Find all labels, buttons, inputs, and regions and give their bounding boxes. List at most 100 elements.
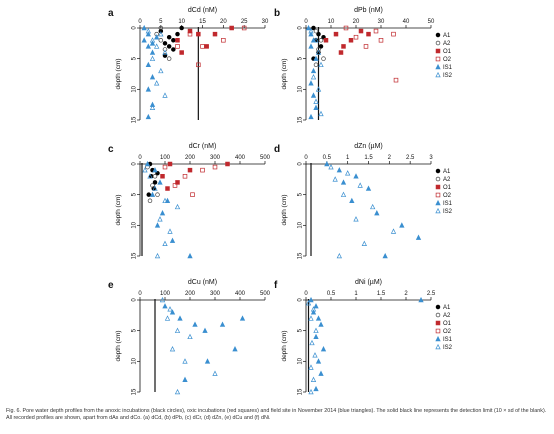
y-tick-label: 5 bbox=[298, 328, 304, 332]
data-point bbox=[315, 49, 322, 55]
data-point bbox=[241, 25, 247, 31]
data-point bbox=[310, 376, 317, 382]
x-tick-label: 10 bbox=[178, 19, 185, 25]
series-a1 bbox=[158, 25, 184, 58]
legend-label: IS2 bbox=[443, 73, 453, 79]
series-o2 bbox=[343, 25, 399, 83]
data-point bbox=[157, 216, 163, 222]
chart-panel-c: c dCr (nM) 0 100 200 300 400 500 0 5 10 15 depth (cm… bbox=[108, 143, 271, 259]
data-point bbox=[393, 77, 399, 83]
legend-label: A2 bbox=[443, 177, 451, 183]
y-tick-label: 10 bbox=[132, 357, 138, 364]
x-tick-label: 40 bbox=[403, 19, 410, 25]
y-tick-label: 0 bbox=[132, 162, 138, 166]
legend-marker bbox=[435, 168, 441, 174]
data-point bbox=[149, 49, 156, 55]
series-is2 bbox=[159, 296, 218, 395]
data-point bbox=[142, 167, 148, 173]
x-tick-label: 200 bbox=[185, 155, 196, 161]
data-point bbox=[310, 306, 317, 312]
data-point bbox=[349, 197, 355, 204]
data-point bbox=[169, 237, 176, 243]
data-point bbox=[200, 44, 205, 49]
panel-letter: f bbox=[274, 280, 278, 291]
x-tick-label: 5 bbox=[159, 19, 163, 25]
data-point bbox=[321, 56, 326, 61]
x-tick-label: 25 bbox=[241, 19, 248, 25]
data-point bbox=[162, 92, 168, 98]
data-point bbox=[187, 333, 193, 340]
series-o1 bbox=[160, 161, 230, 191]
y-tick-label: 5 bbox=[132, 192, 138, 196]
x-tick-label: 50 bbox=[428, 19, 435, 25]
x-tick-label: 2 bbox=[404, 291, 408, 297]
data-point bbox=[418, 296, 424, 303]
legend-label: O2 bbox=[443, 57, 452, 63]
data-point bbox=[196, 31, 201, 37]
data-point bbox=[149, 55, 156, 61]
data-point bbox=[187, 252, 193, 259]
data-point bbox=[179, 25, 184, 31]
data-point bbox=[169, 309, 176, 315]
legend-label: A1 bbox=[443, 169, 451, 175]
legend-label: O1 bbox=[443, 321, 452, 327]
panel-letter: b bbox=[274, 8, 280, 19]
data-point bbox=[162, 41, 168, 46]
data-point bbox=[232, 346, 238, 352]
data-point bbox=[316, 31, 321, 37]
x-tick-label: 1 bbox=[354, 291, 358, 297]
data-point bbox=[328, 164, 334, 170]
data-point bbox=[166, 44, 172, 49]
y-tick-label: 0 bbox=[132, 298, 138, 302]
data-point bbox=[158, 31, 164, 37]
series-is2 bbox=[308, 28, 324, 117]
data-point bbox=[145, 113, 151, 120]
legend-marker bbox=[435, 320, 441, 326]
data-point bbox=[340, 179, 347, 185]
data-point bbox=[155, 192, 160, 197]
x-tick-label: 3 bbox=[429, 155, 433, 161]
data-point bbox=[141, 24, 147, 31]
data-point bbox=[212, 164, 218, 170]
data-point bbox=[152, 167, 158, 173]
data-point bbox=[313, 104, 319, 110]
y-tick-label: 5 bbox=[298, 192, 304, 196]
x-tick-label: 100 bbox=[160, 155, 171, 161]
x-tick-label: 400 bbox=[235, 155, 246, 161]
data-point bbox=[318, 370, 324, 376]
data-point bbox=[348, 38, 354, 43]
legend-marker bbox=[435, 71, 441, 78]
legend-label: O2 bbox=[443, 329, 452, 335]
chart-title: dCu (nM) bbox=[188, 279, 217, 286]
panel-letter: a bbox=[108, 8, 114, 19]
series-is1 bbox=[144, 160, 193, 259]
data-point bbox=[345, 170, 351, 176]
data-point bbox=[318, 110, 324, 117]
x-tick-label: 1.5 bbox=[377, 291, 386, 297]
legend-marker bbox=[435, 335, 441, 342]
data-point bbox=[312, 352, 318, 358]
legend: A1 A2 O1 O2 IS1 IS2 bbox=[435, 168, 453, 215]
data-point bbox=[415, 234, 422, 240]
legend: A1 A2 O1 O2 IS1 IS2 bbox=[435, 32, 453, 79]
data-point bbox=[336, 252, 342, 259]
legend-marker bbox=[435, 40, 441, 46]
data-point bbox=[175, 31, 180, 37]
data-point bbox=[175, 44, 180, 49]
data-point bbox=[308, 296, 314, 303]
chart-panel-b: b dPb (nM) 0 10 20 30 40 50 0 5 10 15 depth (cm) A1 A2… bbox=[274, 7, 453, 123]
data-point bbox=[361, 240, 367, 246]
data-point bbox=[308, 315, 314, 321]
y-axis-label: depth (cm) bbox=[115, 58, 122, 89]
data-point bbox=[338, 50, 344, 55]
data-point bbox=[320, 346, 327, 352]
data-point bbox=[308, 31, 314, 37]
data-point bbox=[221, 38, 226, 43]
y-tick-label: 5 bbox=[132, 56, 138, 60]
data-point bbox=[308, 43, 314, 49]
data-point bbox=[365, 185, 372, 191]
legend-marker bbox=[435, 328, 441, 334]
data-point bbox=[149, 40, 156, 46]
